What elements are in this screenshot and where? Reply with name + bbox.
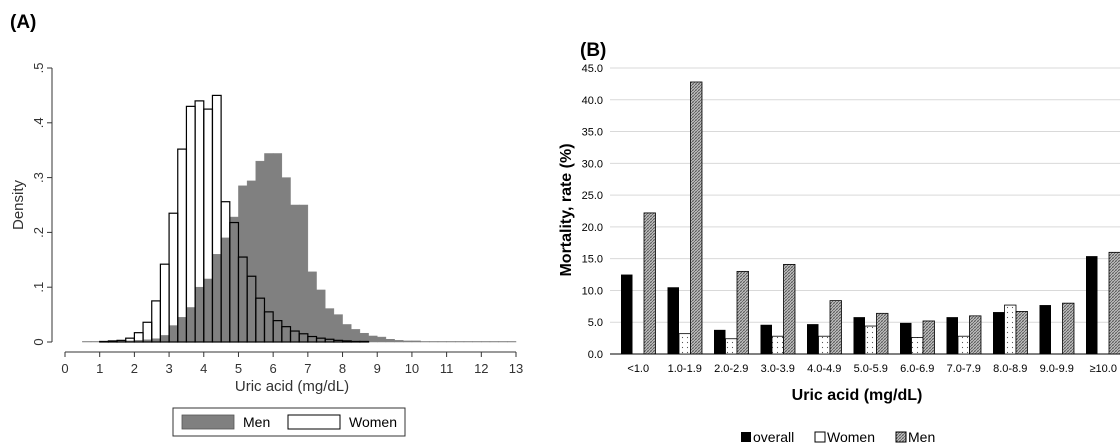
mortality-bar-overall [667, 287, 679, 354]
legend-swatch-women [814, 431, 826, 443]
mortality-x-tick-label: 6.0-6.9 [900, 363, 934, 375]
mortality-bar-overall [993, 312, 1005, 354]
mortality-bar-overall [807, 324, 819, 354]
mortality-bar-men [1015, 311, 1028, 355]
mortality-bar-men [736, 270, 749, 355]
mortality-bar-men [969, 315, 982, 355]
legend-label-women: Women [349, 414, 397, 430]
mortality-bar-overall [1039, 305, 1051, 354]
mortality-bar-men [643, 212, 656, 355]
mortality-x-tick-label: 9.0-9.9 [1040, 363, 1074, 375]
histogram-x-tick-label: 13 [509, 361, 523, 376]
mortality-bar-overall [621, 274, 633, 354]
histogram-x-tick-label: 2 [131, 361, 138, 376]
histogram-x-tick-label: 11 [440, 361, 454, 376]
histogram-y-tick-label: .2 [31, 227, 46, 238]
histogram-y-tick-label: .1 [31, 282, 46, 293]
mortality-bar-men [783, 263, 796, 355]
histogram-x-tick-label: 4 [200, 361, 207, 376]
mortality-y-tick-label: 35.0 [582, 127, 603, 139]
histogram-bar-women [359, 340, 370, 343]
mortality-xlabel: Uric acid (mg/dL) [792, 387, 923, 404]
mortality-x-tick-label: 8.0-8.9 [993, 363, 1027, 375]
mortality-y-tick-label: 5.0 [588, 317, 603, 329]
mortality-bar-overall [853, 317, 865, 354]
mortality-x-tick-label: 3.0-3.9 [761, 363, 795, 375]
legend-label-men: Men [243, 414, 270, 430]
panel-a-label: (A) [10, 12, 37, 33]
mortality-x-tick-label: ≥10.0 [1090, 363, 1117, 375]
mortality-bar-men [690, 81, 703, 355]
legend-label-overall: overall [753, 429, 794, 445]
mortality-y-tick-label: 30.0 [582, 158, 603, 170]
mortality-bar-men [1062, 302, 1075, 355]
mortality-x-tick-label: 2.0-2.9 [714, 363, 748, 375]
histogram-x-tick-label: 5 [235, 361, 242, 376]
mortality-bar-overall [946, 317, 958, 354]
histogram-x-tick-label: 1 [96, 361, 103, 376]
mortality-bar-men [876, 312, 889, 355]
mortality-y-tick-label: 20.0 [582, 222, 603, 234]
mortality-bar-overall [1086, 256, 1098, 354]
histogram-xlabel: Uric acid (mg/dL) [235, 378, 349, 395]
mortality-x-tick-label: 4.0-4.9 [807, 363, 841, 375]
histogram-y-tick-label: .3 [31, 172, 46, 183]
legend-swatch-overall [741, 432, 751, 442]
histogram-y-tick-label: .5 [31, 63, 46, 74]
histogram-x-tick-label: 8 [339, 361, 346, 376]
mortality-y-tick-label: 0.0 [588, 349, 603, 361]
mortality-legend: overall Women Men [741, 429, 935, 445]
histogram-x-tick-label: 6 [270, 361, 277, 376]
mortality-bar-women [678, 333, 691, 355]
legend-label-women: Women [827, 429, 875, 445]
mortality-bar-women [818, 335, 831, 355]
mortality-y-tick-label: 25.0 [582, 190, 603, 202]
histogram-x-tick-label: 10 [405, 361, 419, 376]
mortality-bar-women [771, 335, 784, 355]
mortality-x-tick-label: 5.0-5.9 [854, 363, 888, 375]
legend-label-men: Men [908, 429, 935, 445]
mortality-bar-women [725, 338, 738, 355]
histogram-x-tick-label: 12 [474, 361, 488, 376]
histogram-bar-men [507, 341, 517, 343]
mortality-bar-women [957, 335, 970, 355]
mortality-bar-women [864, 325, 877, 355]
mortality-y-tick-label: 45.0 [582, 63, 603, 75]
mortality-bar-men [922, 320, 935, 355]
mortality-x-tick-label: 1.0-1.9 [668, 363, 702, 375]
histogram-chart: 0 1 2 3 4 5 6 7 8 9 10 11 12 130.1.2.3.4.5 Uric acid … [10, 63, 523, 437]
mortality-bar-overall [714, 329, 726, 354]
histogram-x-tick-label: 7 [304, 361, 311, 376]
legend-swatch-men [895, 431, 907, 443]
histogram-ylabel: Density [10, 179, 27, 230]
histogram-x-tick-label: 9 [374, 361, 381, 376]
mortality-x-tick-label: 7.0-7.9 [947, 363, 981, 375]
mortality-x-tick-label: <1.0 [627, 363, 649, 375]
mortality-bar-overall [900, 322, 912, 354]
mortality-y-tick-label: 15.0 [582, 254, 603, 266]
mortality-bar-women [1004, 304, 1017, 355]
panel-b-label: (B) [580, 40, 607, 61]
mortality-bar-men [829, 300, 842, 355]
mortality-bar-men [1108, 251, 1120, 355]
histogram-x-tick-label: 0 [61, 361, 68, 376]
mortality-y-tick-label: 10.0 [582, 285, 603, 297]
histogram-y-tick-label: 0 [31, 338, 46, 345]
mortality-y-tick-label: 40.0 [582, 95, 603, 107]
mortality-bar-overall [760, 324, 772, 354]
histogram-y-tick-label: .4 [31, 117, 46, 128]
mortality-ylabel: Mortality, rate (%) [558, 143, 575, 276]
histogram-legend: Men Women [172, 407, 406, 437]
legend-swatch-men [181, 414, 235, 430]
histogram-x-tick-label: 3 [165, 361, 172, 376]
legend-swatch-women [287, 414, 341, 430]
mortality-bar-women [911, 337, 924, 355]
